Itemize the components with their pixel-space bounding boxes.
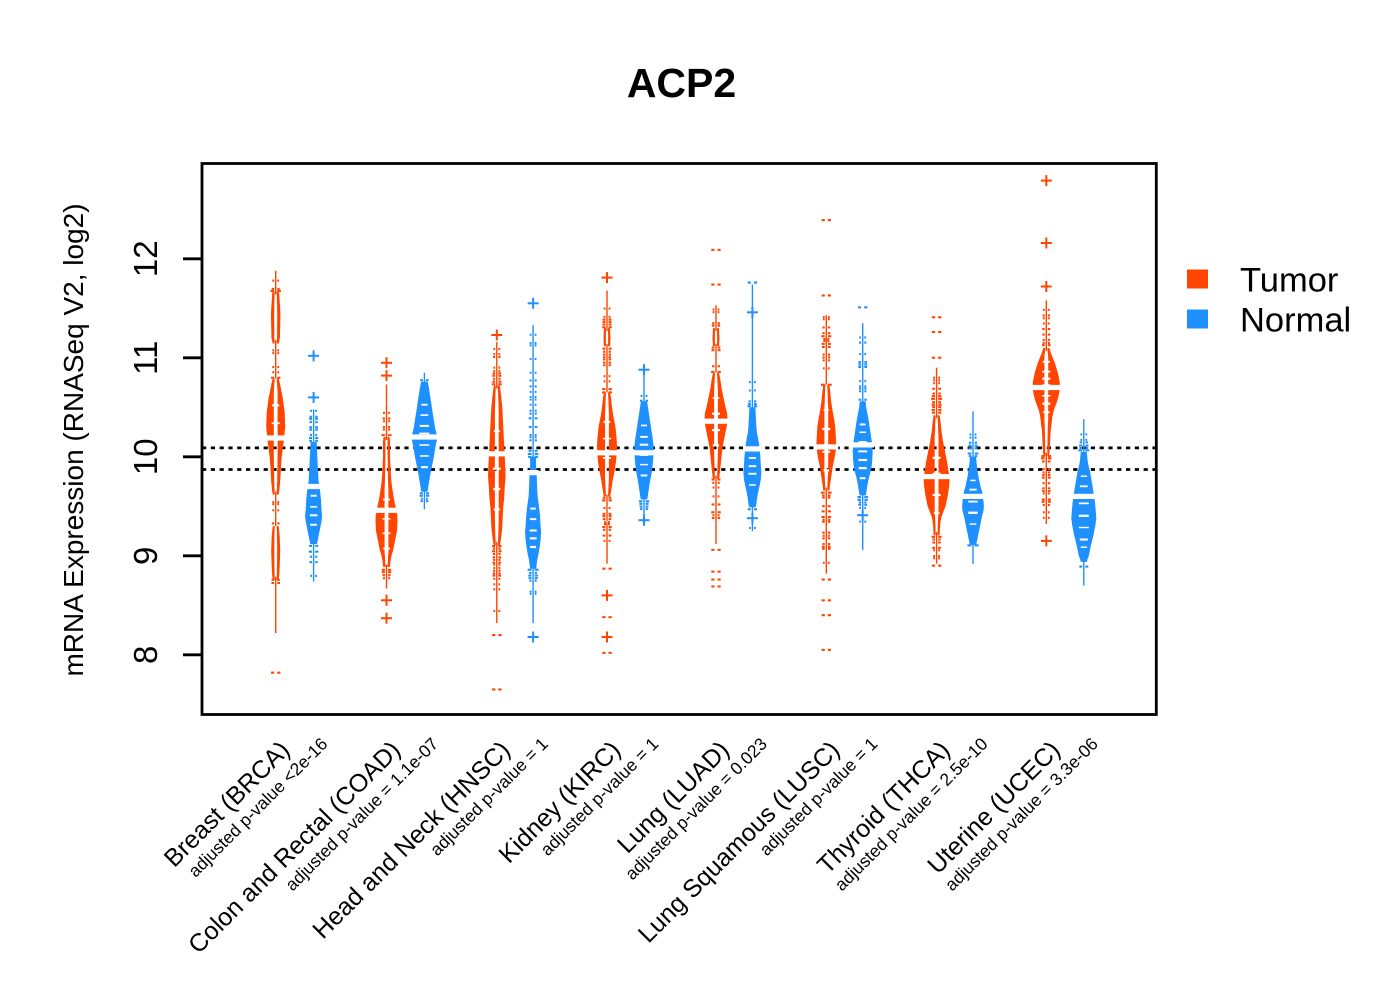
svg-text:10: 10 — [127, 438, 164, 475]
svg-text:Tumor: Tumor — [1240, 262, 1338, 300]
svg-text:ACP2: ACP2 — [627, 60, 736, 106]
svg-text:11: 11 — [127, 341, 164, 375]
svg-text:8: 8 — [127, 646, 164, 664]
svg-text:12: 12 — [127, 240, 164, 277]
svg-text:9: 9 — [127, 547, 164, 565]
svg-text:Normal: Normal — [1240, 302, 1351, 340]
svg-text:mRNA Expression (RNASeq V2, lo: mRNA Expression (RNASeq V2, log2) — [58, 203, 89, 676]
